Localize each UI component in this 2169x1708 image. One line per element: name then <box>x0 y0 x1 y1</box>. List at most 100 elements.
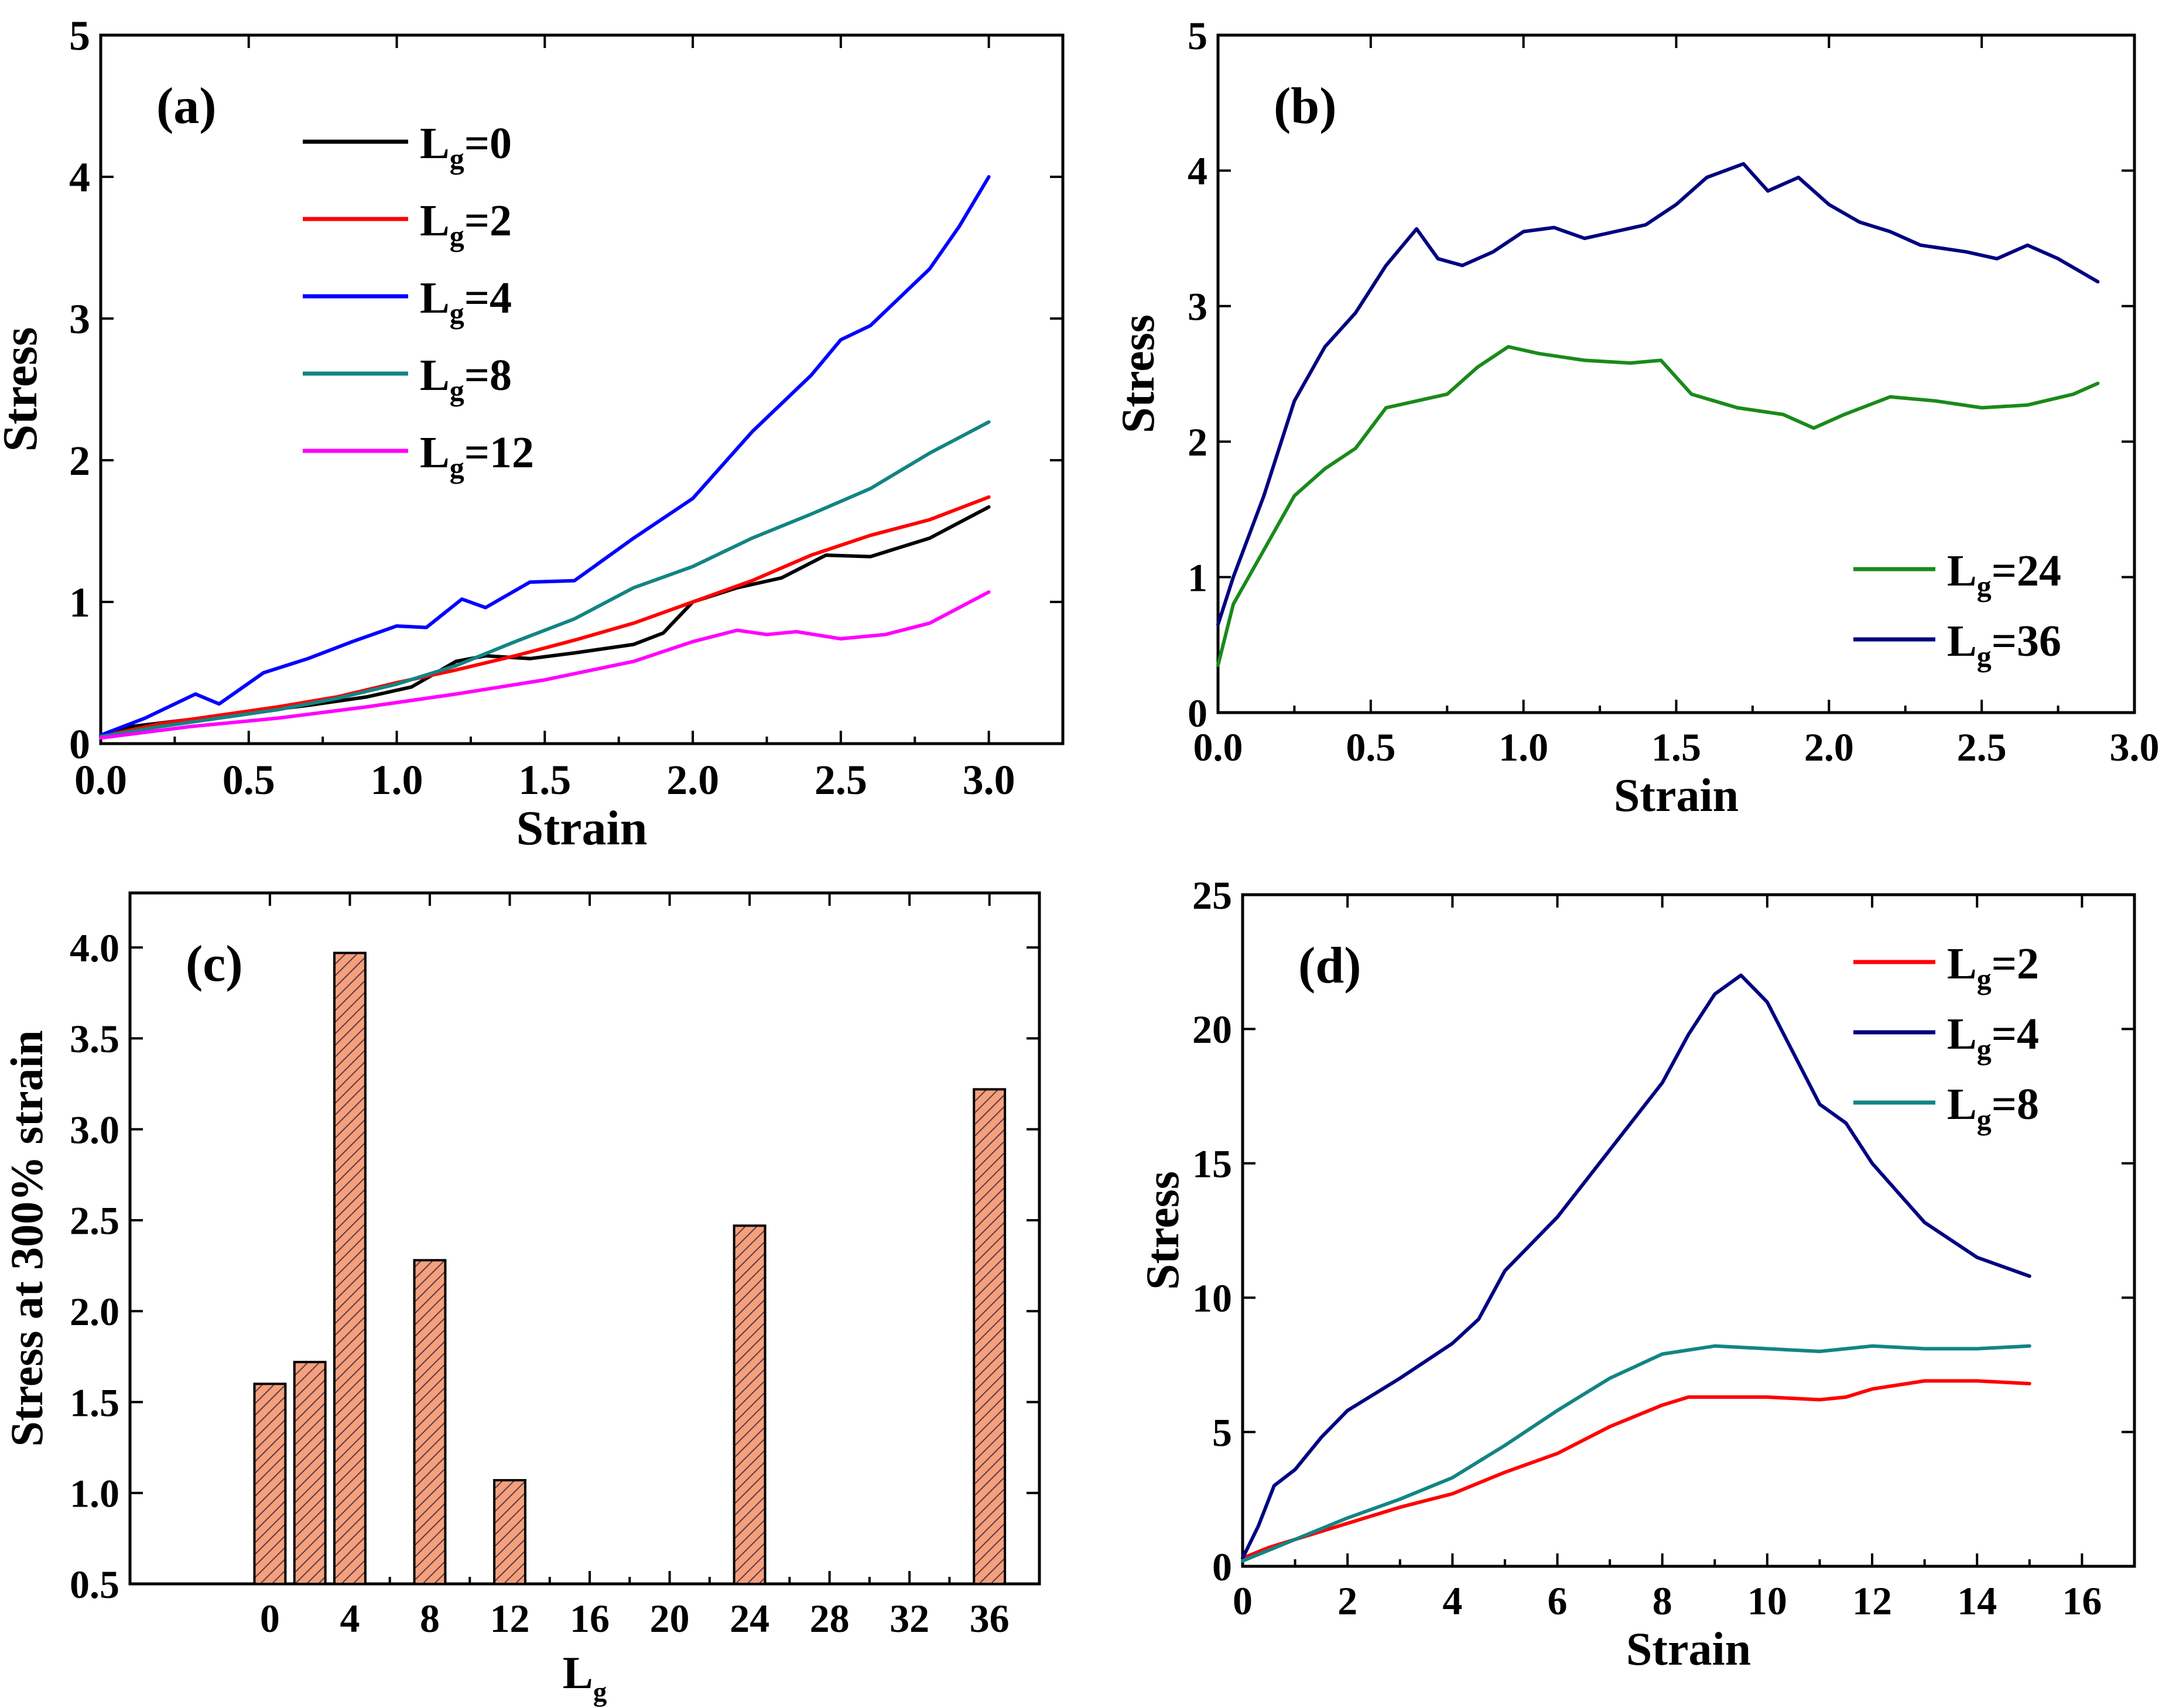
series-line-lg-2 <box>99 495 991 738</box>
x-tick-label: 0 <box>1233 1579 1253 1623</box>
y-tick-label: 1.0 <box>70 1471 119 1516</box>
bar-lg-4 <box>333 951 367 1585</box>
y-tick-label: 15 <box>1192 1142 1232 1186</box>
series-line-lg-2 <box>1241 1379 2031 1560</box>
x-tick-label: 36 <box>970 1596 1010 1641</box>
panel-d: 0 5 10 15 20 25 0 2 4 6 8 10 12 14 16 (d) Strain Stress Lg… <box>1137 873 2136 1675</box>
plot-frame <box>128 891 1041 1586</box>
x-tick-label: 10 <box>1747 1579 1787 1623</box>
x-tick-label: 1.5 <box>518 757 571 803</box>
legend-label: Lg=0 <box>420 119 512 175</box>
panel-label: (c) <box>186 936 243 992</box>
x-tick-label: 0.0 <box>1193 725 1243 769</box>
series-line-lg-24 <box>1216 345 2100 667</box>
panel-a: 0 1 2 3 4 5 0.0 0.5 1.0 1.5 2.0 2.5 3.0 (a) Strain Stre… <box>0 12 1065 855</box>
y-tick-label: 4 <box>69 154 90 201</box>
x-tick-label: 14 <box>1957 1579 1997 1623</box>
y-tick-label: 1 <box>1188 555 1207 600</box>
y-tick-label: 3 <box>69 296 90 343</box>
y-tick-label: 0 <box>69 721 90 768</box>
y-tick-label: 10 <box>1192 1276 1232 1320</box>
legend: Lg=2 Lg=4 Lg=8 <box>1853 939 2039 1136</box>
y-tick-label: 0 <box>1188 691 1207 735</box>
x-tick-label: 12 <box>490 1596 530 1641</box>
x-tick-label: 1.0 <box>371 757 423 803</box>
x-tick-label: 0.5 <box>223 757 275 803</box>
x-tick-label: 2.5 <box>815 757 867 803</box>
legend-label: Lg=36 <box>1947 617 2061 673</box>
y-tick-label: 3 <box>1188 285 1207 329</box>
x-axis-label: Strain <box>516 801 647 855</box>
x-tick-label: 0.5 <box>1346 725 1395 769</box>
legend-label: Lg=24 <box>1947 546 2061 603</box>
panel-b: 0 1 2 3 4 5 0.0 0.5 1.0 1.5 2.0 2.5 3.0 (b) Strain Stre… <box>1113 13 2160 822</box>
x-tick-label: 2.0 <box>1804 725 1854 769</box>
x-axis-label: Strain <box>1626 1624 1751 1675</box>
x-tick-label: 16 <box>570 1596 610 1641</box>
series-line-lg-4 <box>1241 973 2031 1560</box>
series-line-lg-8 <box>99 420 991 738</box>
panel-label: (a) <box>156 78 217 135</box>
y-tick-label: 2 <box>1188 420 1207 464</box>
x-axis-label: Lg <box>563 1647 607 1707</box>
bar-lg-2 <box>293 1361 327 1586</box>
y-tick-label: 3.0 <box>70 1107 119 1152</box>
y-tick-label: 5 <box>69 12 90 59</box>
x-tick-label: 8 <box>420 1596 440 1641</box>
y-tick-label: 20 <box>1192 1007 1232 1052</box>
y-tick-label: 2 <box>69 437 90 484</box>
legend-label: Lg=12 <box>420 428 534 484</box>
legend: Lg=0 Lg=2 Lg=4 Lg=8 Lg=12 <box>303 119 534 484</box>
series-line-lg-36 <box>1216 162 2100 627</box>
y-tick-label: 0.5 <box>70 1562 119 1607</box>
x-tick-label: 4 <box>1442 1579 1462 1623</box>
plot-frame <box>1241 893 2136 1568</box>
y-tick-label: 5 <box>1212 1410 1232 1454</box>
y-tick-label: 4 <box>1188 149 1207 193</box>
legend: Lg=24 Lg=36 <box>1853 546 2061 673</box>
y-tick-label: 4.0 <box>70 926 119 970</box>
y-tick-label: 1.5 <box>70 1380 119 1425</box>
series-line-lg-4 <box>99 175 991 737</box>
x-tick-label: 32 <box>890 1596 929 1641</box>
x-tick-label: 0 <box>260 1596 280 1641</box>
x-tick-label: 20 <box>650 1596 690 1641</box>
y-axis-label: Stress at 300% strain <box>1 1030 52 1446</box>
legend-label: Lg=2 <box>420 196 512 252</box>
x-axis-label: Strain <box>1614 770 1739 822</box>
x-tick-label: 2.0 <box>666 757 719 803</box>
x-tick-label: 0.0 <box>74 757 127 803</box>
y-tick-label: 0 <box>1212 1545 1232 1589</box>
x-tick-label: 2 <box>1337 1579 1357 1623</box>
x-tick-label: 24 <box>730 1596 769 1641</box>
x-tick-label: 6 <box>1548 1579 1568 1623</box>
y-tick-label: 3.5 <box>70 1016 119 1061</box>
x-tick-label: 28 <box>810 1596 850 1641</box>
x-tick-label: 1.0 <box>1499 725 1548 769</box>
legend-label: Lg=8 <box>420 351 512 407</box>
x-tick-label: 3.0 <box>2110 725 2160 769</box>
series-line-lg-12 <box>99 590 991 740</box>
x-tick-label: 12 <box>1852 1579 1892 1623</box>
panel-label: (d) <box>1298 937 1361 994</box>
bar-lg-36 <box>973 1088 1007 1585</box>
x-tick-label: 8 <box>1653 1579 1672 1623</box>
y-tick-label: 25 <box>1192 873 1232 918</box>
x-tick-label: 4 <box>340 1596 360 1641</box>
legend-label: Lg=4 <box>420 273 512 330</box>
bar-lg-24 <box>733 1224 767 1585</box>
y-axis-label: Stress <box>1137 1171 1189 1290</box>
y-tick-label: 2.5 <box>70 1199 119 1243</box>
y-tick-label: 1 <box>69 579 90 626</box>
x-tick-label: 2.5 <box>1957 725 2007 769</box>
x-tick-label: 16 <box>2062 1579 2102 1623</box>
panel-label: (b) <box>1274 78 1337 135</box>
y-axis-label: Stress <box>1113 314 1164 433</box>
bar-lg-12 <box>493 1479 526 1585</box>
legend-label: Lg=8 <box>1947 1080 2039 1136</box>
panel-c: 0.5 1.0 1.5 2.0 2.5 3.0 3.5 4.0 0 4 8 12 16 20 24 28 32 3… <box>1 891 1041 1707</box>
legend-label: Lg=4 <box>1947 1009 2039 1066</box>
bar-lg-8 <box>413 1259 447 1585</box>
x-tick-label: 3.0 <box>963 757 1015 803</box>
plot-frame <box>99 33 1065 745</box>
